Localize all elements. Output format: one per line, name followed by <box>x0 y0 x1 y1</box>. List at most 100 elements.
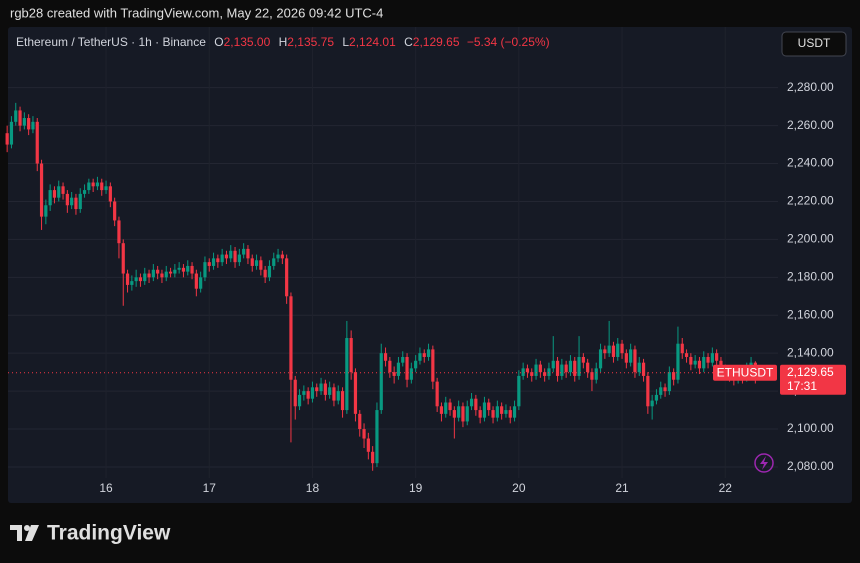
candle-body <box>697 360 702 369</box>
candle-body <box>160 273 164 278</box>
candle-body <box>457 406 461 418</box>
candle-body <box>461 406 465 422</box>
candle-body <box>448 402 452 411</box>
candle-body <box>512 406 517 418</box>
candle-body <box>297 394 302 407</box>
candle-body <box>147 273 151 278</box>
candle-body <box>349 338 353 373</box>
candle-body <box>654 394 659 401</box>
candle-body <box>22 118 26 126</box>
candle-body <box>78 193 82 210</box>
candle-body <box>422 353 426 357</box>
candle-body <box>336 391 340 401</box>
brand-logo <box>10 525 39 541</box>
candle-body <box>186 265 190 272</box>
brand-name: TradingView <box>47 522 171 545</box>
candle-body <box>577 356 581 376</box>
candle-body <box>345 338 349 411</box>
legend-value: 2,135.75 <box>287 35 334 49</box>
candle-body <box>702 356 706 369</box>
candle-body <box>538 364 542 373</box>
candle-body <box>624 353 628 363</box>
candle-body <box>629 349 633 363</box>
y-tick-label: 2,260.00 <box>787 118 834 132</box>
candle-body <box>358 413 362 430</box>
x-tick-label: 19 <box>409 481 423 495</box>
x-tick-label: 20 <box>512 481 526 495</box>
x-tick-label: 22 <box>719 481 733 495</box>
currency-label[interactable]: USDT <box>798 36 831 50</box>
candle-body <box>125 273 130 285</box>
legend-value: 2,135.00 <box>224 35 271 49</box>
candle-body <box>508 410 512 418</box>
legend-key: C <box>404 35 413 49</box>
y-tick-label: 2,160.00 <box>787 307 834 321</box>
candle-body <box>121 243 125 274</box>
candle-body <box>659 387 663 395</box>
candle-body <box>272 258 276 266</box>
candle-body <box>525 368 530 373</box>
candle-body <box>551 360 555 369</box>
candle-body <box>555 360 560 376</box>
candle-body <box>590 372 594 380</box>
candle-body <box>603 349 607 354</box>
symbol-tag <box>713 364 777 381</box>
candle-body <box>168 271 173 274</box>
candle-body <box>547 368 551 376</box>
candle-body <box>444 402 448 414</box>
candle-body <box>237 254 241 263</box>
candle-body <box>332 387 336 401</box>
candle-body <box>57 186 61 198</box>
candle-body <box>293 379 297 407</box>
candle-body <box>715 353 719 361</box>
candle-body <box>646 375 650 407</box>
x-tick-label: 18 <box>306 481 320 495</box>
y-tick-label: 2,100.00 <box>787 421 834 435</box>
candle-body <box>672 372 676 380</box>
candle-body <box>177 267 181 270</box>
currency-button[interactable] <box>781 31 847 57</box>
candle-body <box>39 163 44 217</box>
candle-body <box>482 402 487 418</box>
candle-body <box>375 410 379 464</box>
candle-body <box>710 353 714 363</box>
candle-body <box>203 262 207 278</box>
candle-body <box>319 383 323 392</box>
candle-body <box>242 248 246 255</box>
candle-body <box>100 182 104 191</box>
candle-body <box>199 277 203 289</box>
candle-body <box>108 186 112 202</box>
logo-mark <box>10 525 22 541</box>
candle-body <box>641 362 646 376</box>
candle-body <box>616 343 620 357</box>
candle-body <box>414 360 418 369</box>
y-tick-label: 2,180.00 <box>787 269 834 283</box>
price-countdown: 17:31 <box>787 379 817 393</box>
candle-body <box>104 186 108 191</box>
candle-body <box>568 360 573 373</box>
candle-body <box>719 360 723 369</box>
legend-key: L <box>342 35 349 49</box>
candle-body <box>409 368 413 380</box>
candle-body <box>684 353 689 357</box>
x-tick-label: 21 <box>615 481 629 495</box>
candle-body <box>302 391 306 395</box>
candle-body <box>315 387 319 392</box>
alert-bolt <box>760 456 768 470</box>
candle-body <box>173 269 177 274</box>
candle-body <box>250 258 254 266</box>
candle-body <box>401 356 405 363</box>
candle-body <box>491 410 495 418</box>
candle-body <box>207 262 211 266</box>
y-tick-label: 2,280.00 <box>787 80 834 94</box>
candle-body <box>87 182 91 191</box>
candle-body <box>263 269 267 278</box>
candle-body <box>229 250 233 259</box>
price-tag <box>780 364 846 395</box>
alert-icon[interactable] <box>754 453 774 473</box>
candle-body <box>388 360 392 373</box>
legend-value: 2,129.65 <box>413 35 460 49</box>
legend-value: 2,124.01 <box>349 35 396 49</box>
